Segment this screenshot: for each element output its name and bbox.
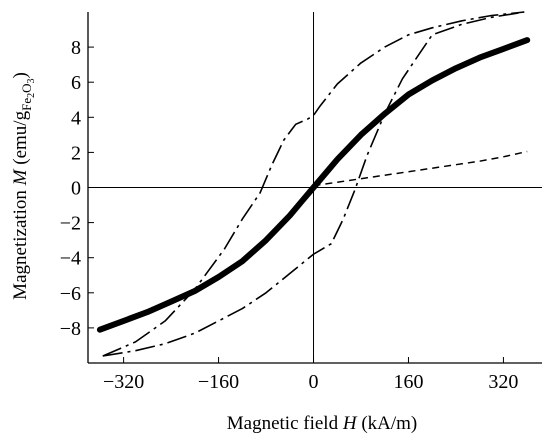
y-tick-label: −4: [60, 248, 81, 270]
y-axis-title: Magnetization M (emu/gFe2O3): [10, 72, 37, 300]
series-line-1: [96, 37, 531, 333]
y-tick-label: −6: [60, 283, 81, 305]
y-tick-label: −8: [60, 318, 81, 340]
x-tick-label: 160: [393, 371, 423, 393]
series-line-3: [102, 11, 525, 357]
x-tick-label: −160: [198, 371, 239, 393]
x-axis-title: Magnetic field H (kA/m): [227, 413, 418, 434]
x-tick-label: 320: [488, 371, 518, 393]
series-line-2: [102, 11, 525, 357]
series-line-4: [313, 150, 528, 187]
y-tick-label: 0: [71, 178, 81, 200]
y-tick-label: 6: [71, 72, 81, 94]
x-tick-label: −320: [103, 371, 144, 393]
y-tick-label: 4: [71, 107, 81, 129]
x-tick-label: 0: [309, 371, 319, 393]
y-tick-label: −2: [60, 213, 81, 235]
y-tick-label: 8: [71, 37, 81, 59]
y-tick-label: 2: [71, 142, 81, 164]
